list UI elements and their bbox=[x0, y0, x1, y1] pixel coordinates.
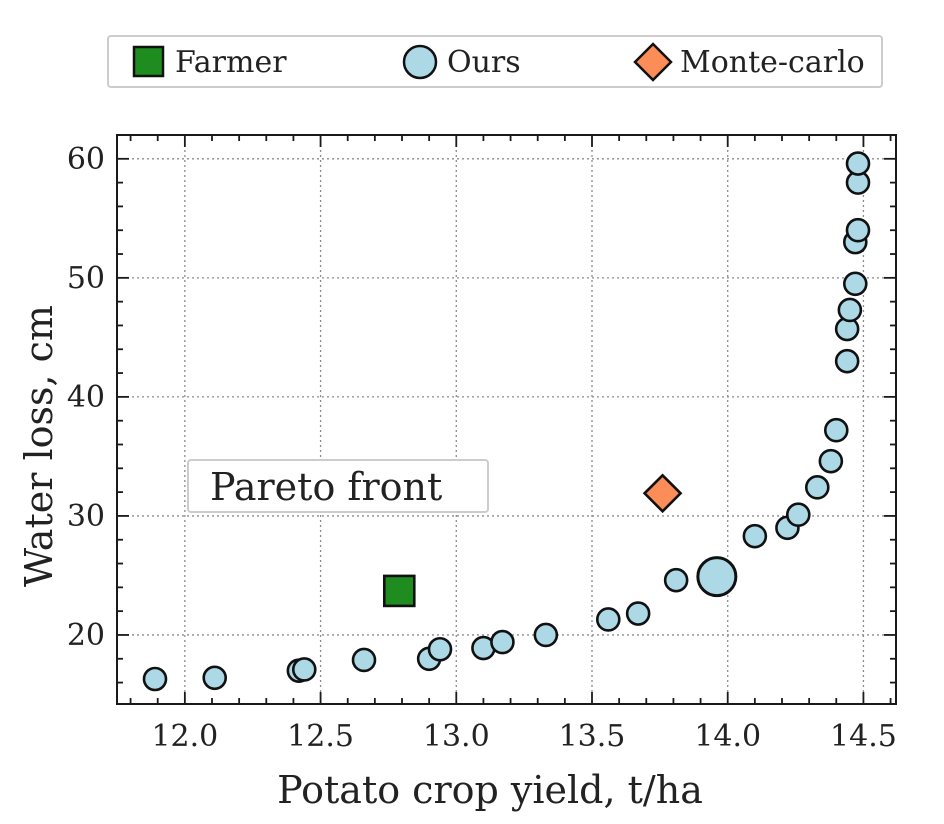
ours-point bbox=[818, 448, 844, 474]
x-tick-label: 14.0 bbox=[694, 719, 761, 754]
x-tick-label: 12.0 bbox=[151, 719, 218, 754]
data-points bbox=[142, 151, 871, 692]
legend-farmer-marker bbox=[132, 45, 165, 78]
ours-point bbox=[845, 217, 871, 243]
plot-background bbox=[117, 135, 896, 704]
ours-point bbox=[351, 647, 377, 673]
legend: Farmer Ours Monte-carlo bbox=[107, 35, 883, 88]
legend-monte-carlo-marker bbox=[633, 42, 673, 82]
legend-monte-carlo-label: Monte-carlo bbox=[680, 45, 865, 80]
legend-farmer-label: Farmer bbox=[175, 45, 287, 80]
x-tick-label: 13.5 bbox=[559, 719, 626, 754]
ours-highlight-point bbox=[696, 556, 738, 598]
monte-carlo-point bbox=[642, 473, 683, 514]
ours-point bbox=[202, 665, 228, 691]
ours-point bbox=[834, 348, 860, 374]
ours-point bbox=[823, 417, 849, 443]
ours-point bbox=[490, 629, 515, 655]
ours-point bbox=[142, 666, 168, 692]
ours-point bbox=[663, 567, 689, 593]
ours-point bbox=[842, 271, 868, 297]
ours-point bbox=[291, 657, 317, 682]
ours-point bbox=[785, 502, 811, 528]
x-tick-label: 13.0 bbox=[423, 719, 490, 754]
annotation-box bbox=[187, 459, 489, 513]
ours-point bbox=[804, 475, 830, 500]
legend-ours-label: Ours bbox=[447, 45, 521, 80]
ours-point bbox=[625, 601, 651, 626]
y-tick-label: 40 bbox=[67, 380, 105, 415]
ours-point bbox=[427, 636, 453, 662]
x-axis-title: Potato crop yield, t/ha bbox=[277, 768, 703, 812]
y-axis-title: Water loss, cm bbox=[17, 305, 61, 587]
y-tick-label: 20 bbox=[67, 618, 105, 653]
plot-area: Pareto front bbox=[116, 134, 897, 705]
y-tick-label: 50 bbox=[67, 261, 105, 296]
ours-point bbox=[595, 607, 621, 632]
x-tick-label: 14.5 bbox=[830, 719, 897, 754]
ours-point bbox=[845, 151, 871, 176]
ours-point bbox=[837, 297, 863, 323]
tick-labels: 12.0 12.5 13.0 13.5 14.0 14.5 20 30 40 50 60 bbox=[67, 142, 897, 754]
y-tick-label: 30 bbox=[67, 499, 105, 534]
plot-frame bbox=[116, 134, 897, 705]
legend-ours-marker bbox=[402, 44, 438, 80]
ours-point bbox=[742, 523, 768, 549]
legend-frame bbox=[107, 35, 883, 88]
farmer-point bbox=[382, 574, 416, 608]
y-tick-label: 60 bbox=[67, 142, 105, 177]
x-tick-label: 12.5 bbox=[287, 719, 354, 754]
axis-ticks bbox=[117, 134, 896, 704]
annotation-text: Pareto front bbox=[210, 465, 442, 509]
ours-point bbox=[533, 622, 559, 648]
pareto-front-annotation: Pareto front bbox=[187, 459, 489, 513]
